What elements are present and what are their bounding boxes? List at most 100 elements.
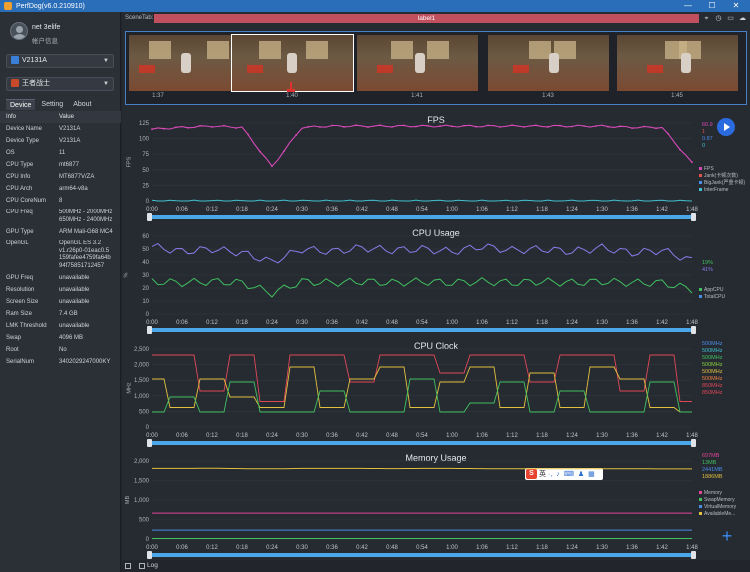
x-tick-label: 1:30 [596, 320, 608, 326]
memory-chart-svg[interactable]: 2,000 1,500 1,000 500 0 0:00 0:06 0:12 0:18 0:24 0… [122, 448, 750, 558]
chart-legend[interactable]: Memory SwapMemory VirtualMemory AvailableMe… [699, 490, 736, 518]
legend-item[interactable]: InterFrame [699, 187, 745, 194]
legend-item[interactable]: AppCPU [699, 287, 725, 294]
punctuation-icon[interactable]: ·, [548, 470, 553, 478]
info-value: MT6877V/ZA [59, 174, 95, 180]
x-tick-label: 1:42 [656, 545, 668, 551]
chart-legend[interactable]: FPS Jank(卡顿次数) BigJank(严重卡顿) InterFrame [699, 166, 745, 194]
legend-item[interactable]: Jank(卡顿次数) [699, 173, 745, 180]
scene-thumbnail[interactable] [231, 34, 354, 92]
x-tick-label: 1:06 [476, 207, 488, 213]
fps-chart-svg[interactable]: 125 100 75 50 25 0 0:00 0:06 0:12 0:18 0:24 0:30 0:3… [122, 110, 750, 220]
play-toggle-checkbox[interactable] [125, 563, 131, 569]
table-row: Device Name V2131A [0, 123, 121, 135]
scene-thumbnail[interactable] [488, 35, 609, 91]
log-checkbox[interactable] [139, 563, 145, 569]
chevron-down-icon: ▼ [103, 58, 109, 64]
avatar[interactable] [10, 22, 28, 40]
legend-label: TotalCPU [704, 294, 726, 300]
keyboard-icon[interactable]: ⌨ [563, 471, 574, 478]
data-point [463, 124, 465, 127]
x-tick-label: 0:54 [416, 433, 428, 439]
legend-swatch [699, 512, 702, 516]
info-value: 8 [59, 198, 63, 204]
legend-item[interactable]: BigJank(严重卡顿) [699, 180, 745, 187]
current-value: 19% [702, 260, 714, 266]
app-select[interactable]: 王者战士 ▼ [6, 77, 114, 91]
scene-thumbnail[interactable] [617, 35, 738, 91]
legend-swatch [699, 498, 702, 502]
info-key: Device Type [6, 138, 39, 144]
legend-item[interactable]: VirtualMemory [699, 504, 736, 511]
account-info-link[interactable]: 帐户信息 [32, 38, 58, 45]
microphone-icon[interactable]: ♪ [556, 470, 560, 478]
x-tick-label: 0:30 [296, 207, 308, 213]
close-button[interactable]: ✕ [732, 1, 740, 10]
header-value: Value [59, 114, 74, 120]
legend-label: Jank(卡顿次数) [704, 173, 738, 179]
time-range-slider[interactable] [147, 326, 696, 334]
tab-setting[interactable]: Setting [41, 101, 64, 108]
maximize-button[interactable]: ☐ [708, 1, 716, 10]
data-point [163, 127, 165, 130]
x-tick-label: 1:24 [566, 545, 578, 551]
data-point [343, 126, 345, 128]
current-value: 1 [702, 129, 706, 135]
user-name: net 3elife [32, 24, 61, 31]
x-tick-label: 0:30 [296, 320, 308, 326]
data-point [523, 126, 525, 128]
info-key: LMK Threshold [6, 323, 47, 329]
thumbnail-time: 1:45 [671, 93, 683, 99]
x-tick-label: 0:48 [386, 207, 398, 213]
play-button[interactable] [717, 118, 735, 136]
info-value: ARM Mali-G68 MC4 [59, 229, 113, 235]
scene-label-bar[interactable]: label1 [154, 14, 699, 23]
x-tick-label: 0:18 [236, 545, 248, 551]
legend-item[interactable]: FPS [699, 166, 745, 173]
x-tick-label: 0:12 [206, 320, 218, 326]
cpu-chart-svg[interactable]: 60 50 40 30 20 10 0 0:00 0:06 0:12 0:18 0:24 0:30 0:3… [122, 223, 750, 333]
clock-chart-svg[interactable]: 2,500 2,000 1,500 1,000 500 0 0:00 0:06 0:12 0:18… [122, 336, 750, 446]
folder-icon[interactable]: ▭ [727, 15, 734, 22]
time-range-slider[interactable] [147, 551, 696, 559]
scene-thumbnail[interactable] [129, 35, 250, 91]
x-tick-label: 0:18 [236, 207, 248, 213]
current-values: 19% 41% [702, 260, 713, 274]
thumbnail-detail [259, 41, 281, 59]
header-info: Info [6, 114, 17, 120]
location-icon[interactable]: ⌖ [704, 15, 709, 22]
time-range-slider[interactable] [147, 439, 696, 447]
table-row: Resolution unavailable [0, 284, 121, 296]
cloud-icon[interactable]: ☁ [739, 15, 746, 22]
ime-toolbar[interactable]: S 英 ·, ♪ ⌨ ♟ ▦ [525, 468, 603, 480]
tab-device[interactable]: Device [6, 99, 36, 110]
y-tick-label: 25 [142, 183, 149, 189]
x-tick-label: 0:24 [266, 433, 278, 439]
legend-swatch [699, 181, 702, 185]
time-range-slider[interactable] [147, 213, 696, 221]
user-icon[interactable]: ♟ [577, 471, 585, 478]
info-key: Device Name [6, 126, 43, 132]
table-row: Device Type V2131A [0, 135, 121, 147]
table-row: Root No [0, 344, 121, 356]
device-select[interactable]: V2131A ▼ [6, 54, 114, 68]
legend-item[interactable]: SwapMemory [699, 497, 736, 504]
bottom-bar: Log [122, 560, 750, 572]
info-key: SerialNum [6, 359, 35, 365]
current-value: 500MHz [702, 341, 723, 347]
legend-item[interactable]: TotalCPU [699, 294, 725, 301]
chart-legend[interactable]: AppCPU TotalCPU [699, 287, 725, 301]
clock-chart-panel: CPU Clock MHz 2,500 2,000 1,500 1,000 500 0 0:00… [122, 336, 750, 447]
minimize-button[interactable]: — [684, 1, 692, 10]
current-value: 850MHz [702, 383, 723, 389]
ime-mode-label[interactable]: 英 [539, 471, 546, 478]
legend-item[interactable]: Memory [699, 490, 736, 497]
legend-item[interactable]: AvailableMe... [699, 511, 736, 518]
scene-thumbnail[interactable] [357, 35, 478, 91]
data-point [619, 125, 621, 128]
grid-icon[interactable]: ▦ [588, 471, 595, 478]
add-chart-button[interactable]: + [721, 526, 733, 546]
tab-about[interactable]: About [73, 101, 92, 108]
chart-title: Memory Usage [405, 453, 467, 463]
clock-icon[interactable]: ◷ [715, 15, 722, 22]
